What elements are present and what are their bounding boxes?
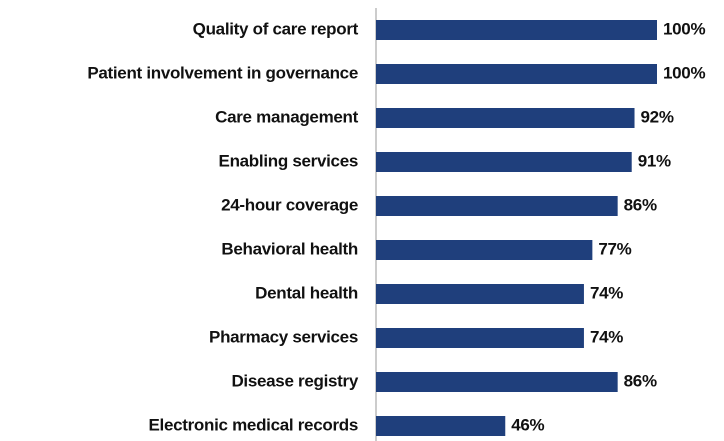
category-label: 24-hour coverage [221, 195, 358, 214]
value-label: 77% [598, 239, 631, 258]
bar [376, 196, 618, 216]
category-label: Care management [215, 107, 359, 126]
category-label: Dental health [255, 283, 358, 302]
value-label: 74% [590, 283, 623, 302]
category-label: Patient involvement in governance [87, 63, 358, 82]
value-label: 74% [590, 327, 623, 346]
category-label: Enabling services [219, 151, 358, 170]
bar [376, 328, 584, 348]
bar [376, 416, 506, 436]
bar [376, 108, 635, 128]
value-label: 100% [663, 63, 705, 82]
bar [376, 284, 584, 304]
bar [376, 240, 593, 260]
value-label: 100% [663, 19, 705, 38]
value-label: 86% [624, 371, 657, 390]
category-label: Quality of care report [193, 19, 359, 38]
value-label: 92% [641, 107, 674, 126]
category-label: Behavioral health [221, 239, 358, 258]
value-label: 46% [511, 415, 544, 434]
category-label: Electronic medical records [148, 415, 358, 434]
category-label: Pharmacy services [209, 327, 358, 346]
bar [376, 372, 618, 392]
bar [376, 64, 657, 84]
value-label: 86% [624, 195, 657, 214]
bar [376, 20, 657, 40]
value-label: 91% [638, 151, 671, 170]
category-label: Disease registry [231, 371, 358, 390]
bar [376, 152, 632, 172]
